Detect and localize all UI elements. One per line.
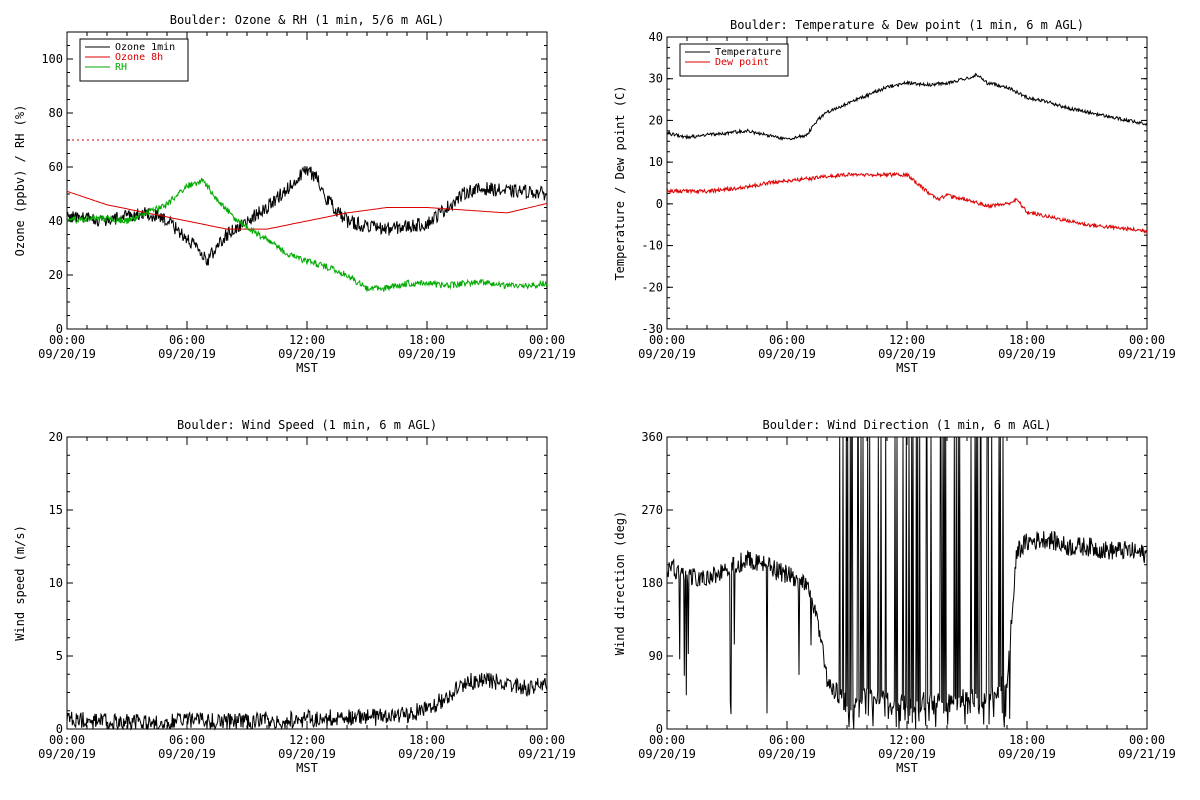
x-tick-label-date: 09/20/19 [398, 347, 456, 361]
y-tick-label: 5 [56, 649, 63, 663]
x-tick-label-date: 09/20/19 [38, 347, 96, 361]
series-line-rh [66, 177, 548, 292]
y-tick-label: 0 [56, 722, 63, 736]
x-tick-label-time: 00:00 [1129, 733, 1165, 747]
y-tick-label: -10 [641, 239, 663, 253]
legend-label: Ozone 1min [115, 42, 175, 53]
legend-box [79, 38, 189, 82]
y-tick-label: 180 [641, 576, 663, 590]
y-tick-label: 15 [49, 503, 63, 517]
legend-label: Ozone 8h [115, 52, 163, 63]
x-tick-label-time: 00:00 [649, 333, 685, 347]
x-tick-label-time: 06:00 [169, 333, 205, 347]
series-line-dew-point [666, 171, 1148, 234]
x-tick-label-date: 09/20/19 [398, 747, 456, 761]
x-tick-label-date: 09/20/19 [878, 747, 936, 761]
chart-title: Boulder: Wind Speed (1 min, 6 m AGL) [177, 418, 437, 432]
x-tick-label-time: 18:00 [1009, 733, 1045, 747]
x-tick-label-date: 09/20/19 [278, 747, 336, 761]
x-tick-label-date: 09/21/19 [1118, 747, 1176, 761]
x-tick-label-date: 09/20/19 [278, 347, 336, 361]
x-tick-label-date: 09/20/19 [998, 747, 1056, 761]
y-tick-label: 360 [641, 430, 663, 444]
y-tick-label: 40 [649, 30, 663, 44]
y-tick-label: 0 [656, 197, 663, 211]
chart-title: Boulder: Wind Direction (1 min, 6 m AGL) [763, 418, 1052, 432]
series-line [666, 436, 1148, 729]
x-tick-label-date: 09/20/19 [878, 347, 936, 361]
y-tick-label: -20 [641, 280, 663, 294]
y-tick-label: 20 [649, 113, 663, 127]
chart-title: Boulder: Ozone & RH (1 min, 5/6 m AGL) [170, 13, 445, 27]
x-axis-label: MST [896, 761, 918, 775]
x-tick-label-time: 06:00 [769, 333, 805, 347]
x-tick-label-time: 18:00 [409, 333, 445, 347]
x-tick-label-time: 12:00 [289, 333, 325, 347]
x-tick-label-time: 12:00 [889, 733, 925, 747]
series-line-ozone-8h [66, 190, 548, 230]
x-tick-label-date: 09/21/19 [518, 747, 576, 761]
y-tick-label: 40 [49, 214, 63, 228]
series-line [66, 672, 548, 731]
x-tick-label-time: 00:00 [49, 333, 85, 347]
x-tick-label-date: 09/20/19 [38, 747, 96, 761]
y-tick-label: -30 [641, 322, 663, 336]
wind-direction-panel: Boulder: Wind Direction (1 min, 6 m AGL)… [613, 418, 1176, 775]
legend-label: Temperature [715, 47, 781, 58]
y-tick-label: 10 [49, 576, 63, 590]
y-tick-label: 0 [56, 322, 63, 336]
x-tick-label-date: 09/21/19 [1118, 347, 1176, 361]
y-tick-label: 100 [41, 52, 63, 66]
y-tick-label: 10 [649, 155, 663, 169]
x-tick-label-time: 06:00 [169, 733, 205, 747]
x-tick-label-date: 09/20/19 [758, 347, 816, 361]
x-tick-label-time: 06:00 [769, 733, 805, 747]
x-tick-label-date: 09/21/19 [518, 347, 576, 361]
y-tick-label: 0 [656, 722, 663, 736]
x-tick-label-date: 09/20/19 [998, 347, 1056, 361]
y-tick-label: 20 [49, 430, 63, 444]
x-axis-label: MST [296, 361, 318, 375]
legend-box [679, 43, 789, 77]
x-tick-label-time: 12:00 [289, 733, 325, 747]
ozone-rh-panel: Boulder: Ozone & RH (1 min, 5/6 m AGL) 0 2… [13, 13, 576, 375]
y-axis-label: Wind direction (deg) [613, 511, 627, 656]
x-tick-label-date: 09/20/19 [638, 347, 696, 361]
x-tick-label-time: 00:00 [529, 733, 565, 747]
x-tick-label-time: 00:00 [529, 333, 565, 347]
x-axis-label: MST [296, 761, 318, 775]
x-tick-label-date: 09/20/19 [158, 747, 216, 761]
chart-title: Boulder: Temperature & Dew point (1 min,… [730, 18, 1084, 32]
y-axis-label: Wind speed (m/s) [13, 525, 27, 641]
x-tick-label-time: 00:00 [649, 733, 685, 747]
series-line-temperature [666, 72, 1148, 141]
x-tick-label-time: 00:00 [49, 733, 85, 747]
x-tick-label-date: 09/20/19 [638, 747, 696, 761]
wind-speed-panel: Boulder: Wind Speed (1 min, 6 m AGL) 0 5 10… [13, 418, 576, 775]
y-axis-label: Temperature / Dew point (C) [613, 85, 627, 280]
x-tick-label-date: 09/20/19 [758, 747, 816, 761]
x-tick-label-time: 18:00 [409, 733, 445, 747]
y-tick-label: 20 [49, 268, 63, 282]
y-tick-label: 30 [649, 72, 663, 86]
temperature-dewpoint-panel: Boulder: Temperature & Dew point (1 min,… [613, 18, 1176, 375]
y-tick-label: 90 [649, 649, 663, 663]
plot-frame [666, 36, 1148, 330]
x-tick-label-time: 00:00 [1129, 333, 1165, 347]
x-axis-label: MST [896, 361, 918, 375]
x-tick-label-time: 12:00 [889, 333, 925, 347]
x-tick-label-time: 18:00 [1009, 333, 1045, 347]
x-tick-label-date: 09/20/19 [158, 347, 216, 361]
legend-label: Dew point [715, 57, 769, 68]
y-tick-label: 270 [641, 503, 663, 517]
y-axis-label: Ozone (ppbv) / RH (%) [13, 105, 27, 257]
y-tick-label: 80 [49, 106, 63, 120]
legend-label: RH [115, 62, 127, 73]
y-tick-label: 60 [49, 160, 63, 174]
